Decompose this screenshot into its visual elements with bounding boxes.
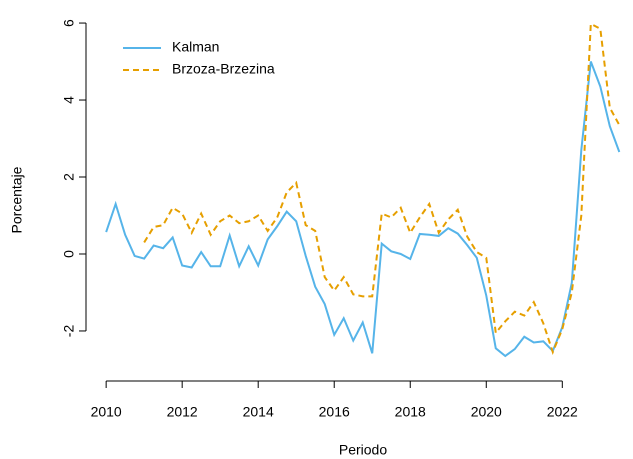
x-axis-label: Periodo [339,442,387,458]
series-line [105,61,621,358]
y-tick-label: -2 [61,325,77,338]
y-tick-label: 0 [61,250,77,258]
x-tick-label: 2020 [471,404,502,420]
x-tick-label: 2012 [167,404,198,420]
y-tick-label: 6 [61,19,77,27]
x-tick-label: 2014 [243,404,274,420]
y-tick-label: 2 [61,173,77,181]
x-tick-label: 2016 [319,404,350,420]
x-tick-label: 2010 [91,404,122,420]
legend-label: Kalman [172,39,219,55]
x-tick-label: 2022 [547,404,578,420]
legend-label: Brzoza-Brzezina [172,61,275,77]
y-axis-label: Porcentaje [9,166,25,233]
y-tick-label: 4 [61,96,77,104]
series-line [143,22,621,356]
x-tick-label: 2018 [395,404,426,420]
